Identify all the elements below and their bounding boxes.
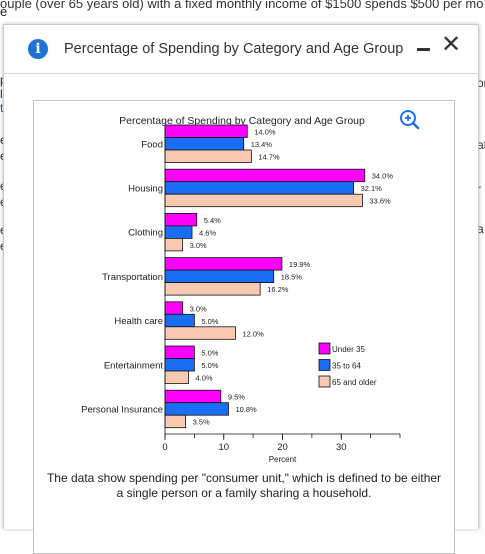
bar (164, 193, 363, 208)
data-label: 14.7% (258, 153, 280, 162)
data-label: 12.0% (243, 329, 265, 338)
background-text-line: e (0, 4, 8, 19)
bar (164, 313, 195, 328)
category-label: Food (141, 139, 163, 150)
data-label: 5.0% (201, 317, 218, 326)
bar (164, 358, 195, 372)
category-label: Health care (114, 316, 163, 327)
legend-label: 35 to 64 (332, 362, 361, 371)
data-label: 5.0% (201, 361, 218, 370)
legend: Under 35 35 to 64 65 and older (318, 342, 377, 388)
data-label: 13.4% (251, 140, 273, 149)
data-label: 18.5% (281, 273, 303, 282)
legend-label: 65 and older (332, 378, 377, 387)
bar (164, 237, 184, 252)
x-axis-label: Percent (269, 455, 297, 464)
data-label: 14.0% (254, 128, 276, 137)
data-label: 32.1% (361, 184, 383, 193)
zoom-in-icon[interactable] (400, 110, 420, 130)
chart-title: Percentage of Spending by Category and A… (119, 115, 365, 127)
close-button[interactable]: ✕ (440, 31, 462, 58)
bar (164, 370, 189, 384)
legend-swatch (318, 342, 331, 355)
bar (164, 414, 186, 429)
info-icon: i (28, 39, 48, 59)
data-label: 9.5% (228, 393, 245, 402)
chart-caption: The data show spending per "consumer uni… (46, 471, 442, 500)
data-label: 4.0% (196, 374, 213, 383)
bar (164, 181, 354, 195)
bg-frag: or (477, 76, 485, 90)
bar (164, 326, 236, 340)
data-label: 5.0% (201, 349, 218, 358)
data-label: 34.0% (372, 172, 394, 181)
legend-label: Under 35 (332, 345, 365, 354)
bg-frag: t (0, 101, 4, 115)
data-label: 5.4% (204, 216, 221, 225)
data-label: 3.0% (190, 241, 207, 250)
bar (164, 213, 198, 227)
category-label: Clothing (128, 228, 163, 239)
tick-label: 30 (336, 442, 347, 453)
legend-swatch (318, 375, 331, 388)
bar (164, 257, 283, 271)
background-text-top: ouple (over 65 years old) with a fixed m… (0, 0, 484, 11)
category-label: Housing (128, 183, 163, 194)
bar (164, 225, 193, 239)
category-label: Personal Insurance (81, 404, 163, 415)
bar (164, 137, 245, 151)
bar (164, 389, 222, 404)
data-label: 4.6% (199, 228, 216, 237)
data-label: 33.6% (369, 197, 391, 206)
bar (164, 301, 184, 315)
bar (164, 149, 252, 163)
background-right-fragments: or at r a (477, 74, 485, 234)
bg-frag: a (477, 222, 484, 234)
category-label: Entertainment (104, 360, 164, 371)
bar (164, 402, 229, 416)
bar-chart: Percentage of Spending by Category and A… (81, 110, 420, 464)
tick-label: 10 (218, 442, 229, 453)
bar (164, 345, 195, 359)
tick-label: 20 (277, 442, 288, 453)
tick-label: 0 (162, 442, 167, 453)
data-label: 10.8% (235, 405, 257, 414)
chart-dialog: i Percentage of Spending by Category and… (3, 24, 479, 554)
legend-swatch (318, 359, 331, 371)
bar (164, 282, 261, 296)
category-label: Transportation (102, 272, 163, 283)
bar (164, 269, 275, 284)
minimize-button[interactable] (415, 37, 433, 59)
bar (164, 168, 366, 183)
data-label: 3.0% (190, 304, 207, 313)
dialog-title: Percentage of Spending by Category and A… (64, 41, 404, 57)
x-axis: 0 10 20 30 Percent (162, 129, 401, 464)
data-label: 19.9% (289, 260, 311, 269)
bg-frag: r (477, 182, 481, 196)
bar (164, 124, 248, 138)
data-label: 16.2% (267, 285, 289, 294)
data-label: 3.5% (193, 418, 210, 427)
chart-panel: Percentage of Spending by Category and A… (33, 100, 455, 554)
dialog-titlebar: i Percentage of Spending by Category and… (4, 25, 478, 74)
bg-frag: at (477, 138, 485, 152)
